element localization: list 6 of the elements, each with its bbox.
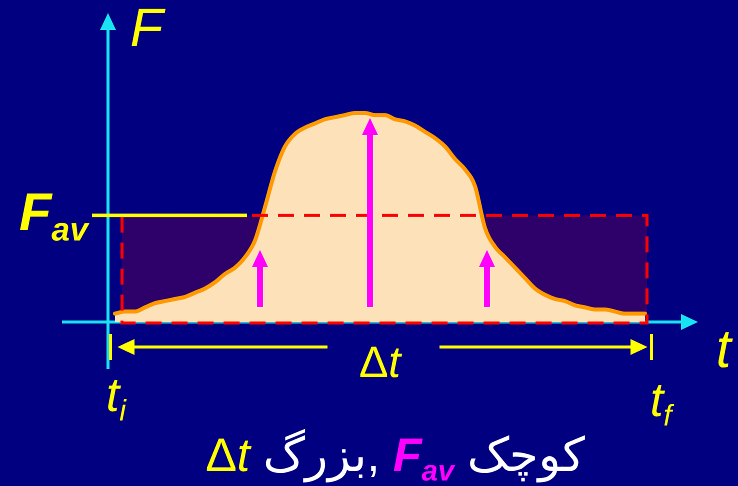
text: Δt — [359, 338, 401, 387]
ref-line-label: F$_{av}$ — [19, 183, 88, 248]
text: t$_{i}$ — [106, 369, 126, 428]
text: t$_{f}$ — [650, 374, 672, 433]
y-axis-title: F — [130, 0, 163, 58]
x-axis-title: t — [716, 319, 732, 379]
